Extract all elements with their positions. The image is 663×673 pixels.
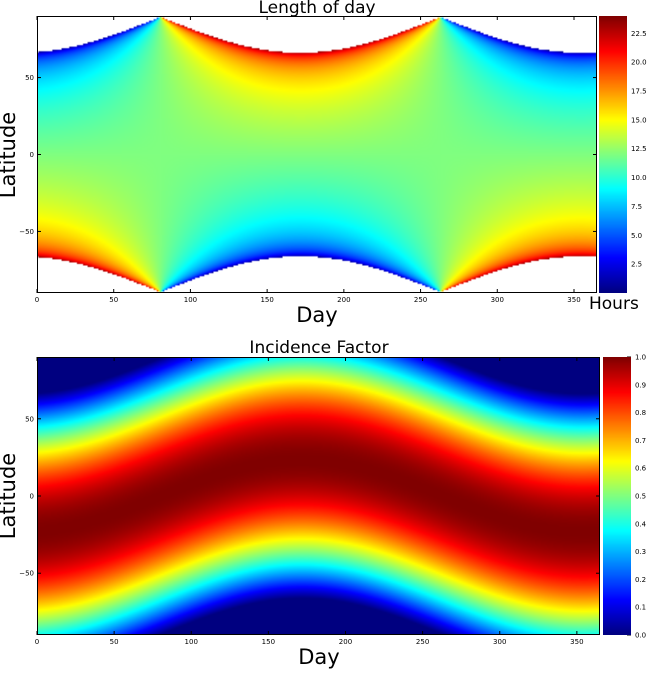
x-tick-label: 200 [339, 638, 352, 646]
x-tick-label: 250 [416, 638, 429, 646]
x-tick-label: 0 [35, 638, 39, 646]
heatmap-image [37, 16, 597, 293]
colorbar-label: Hours [589, 294, 639, 314]
colorbar-tick-label: 7.5 [631, 203, 642, 211]
x-tick-label: 50 [110, 638, 119, 646]
length-of-day-panel: Length of day 0 50 100 150 200 250 300 350 −50 0 5… [0, 0, 663, 336]
colorbar [603, 357, 631, 635]
x-tick-label: 50 [109, 296, 118, 304]
x-tick-label: 350 [567, 296, 580, 304]
x-tick-label: 150 [260, 296, 273, 304]
x-tick-label: 100 [184, 296, 197, 304]
colorbar-gradient [599, 16, 627, 293]
heatmap-image [37, 357, 600, 635]
colorbar [599, 16, 627, 293]
x-tick-label: 350 [570, 638, 583, 646]
x-tick-label: 300 [491, 296, 504, 304]
axes: 0 50 100 150 200 250 300 350 −50 0 50 0.0 0.1 0.2 0.3 0… [19, 354, 647, 647]
colorbar-gradient [603, 357, 631, 635]
y-tick-label: 0 [30, 151, 34, 159]
plot-frame [37, 357, 600, 635]
x-axis-label: Day [296, 303, 338, 327]
y-tick-label: −50 [19, 570, 34, 578]
colorbar-tick-label: 0.0 [635, 632, 646, 640]
chart-title: Incidence Factor [249, 338, 389, 358]
colorbar-tick-label: 20.0 [631, 59, 647, 67]
heatmap-plot-area [37, 357, 600, 635]
colorbar-tick-label: 2.5 [631, 261, 642, 269]
colorbar-tick-label: 0.1 [635, 604, 646, 612]
chart-title: Length of day [258, 0, 376, 18]
colorbar-tick-label: 5.0 [631, 232, 642, 240]
colorbar-tick-label: 0.6 [635, 465, 647, 473]
x-tick-label: 250 [414, 296, 427, 304]
axes: 0 50 100 150 200 250 300 350 −50 0 50 2.5 5.0 7.5 10.0… [19, 16, 647, 304]
y-tick-label: 0 [30, 493, 34, 501]
incidence-factor-panel: Incidence Factor 0 50 100 150 200 250 300 350 −5… [0, 336, 663, 673]
colorbar-tick-label: 12.5 [631, 145, 647, 153]
x-tick-label: 150 [262, 638, 275, 646]
colorbar-tick-label: 1.0 [635, 354, 646, 362]
colorbar-tick-label: 0.7 [635, 437, 646, 445]
plot-frame [37, 16, 597, 293]
colorbar-tick-label: 0.3 [635, 548, 646, 556]
y-tick-label: 50 [25, 74, 34, 82]
colorbar-tick-label: 17.5 [631, 88, 647, 96]
colorbar-tick-label: 0.5 [635, 493, 646, 501]
colorbar-tick-label: 0.2 [635, 576, 646, 584]
colorbar-tick-label: 15.0 [631, 116, 647, 124]
colorbar-tick-label: 0.4 [635, 520, 647, 528]
y-tick-label: −50 [19, 228, 34, 236]
colorbar-tick-label: 10.0 [631, 174, 647, 182]
colorbar-tick-label: 0.8 [635, 409, 646, 417]
y-tick-label: 50 [25, 415, 34, 423]
x-tick-label: 300 [493, 638, 506, 646]
colorbar-tick-label: 0.9 [635, 381, 646, 389]
heatmap-plot-area [37, 16, 597, 293]
x-tick-label: 100 [185, 638, 198, 646]
x-tick-label: 200 [337, 296, 350, 304]
x-tick-label: 0 [35, 296, 39, 304]
y-axis-label: Latitude [0, 452, 20, 540]
x-axis-label: Day [298, 645, 340, 669]
colorbar-tick-label: 22.5 [631, 30, 647, 38]
y-axis-label: Latitude [0, 111, 20, 199]
